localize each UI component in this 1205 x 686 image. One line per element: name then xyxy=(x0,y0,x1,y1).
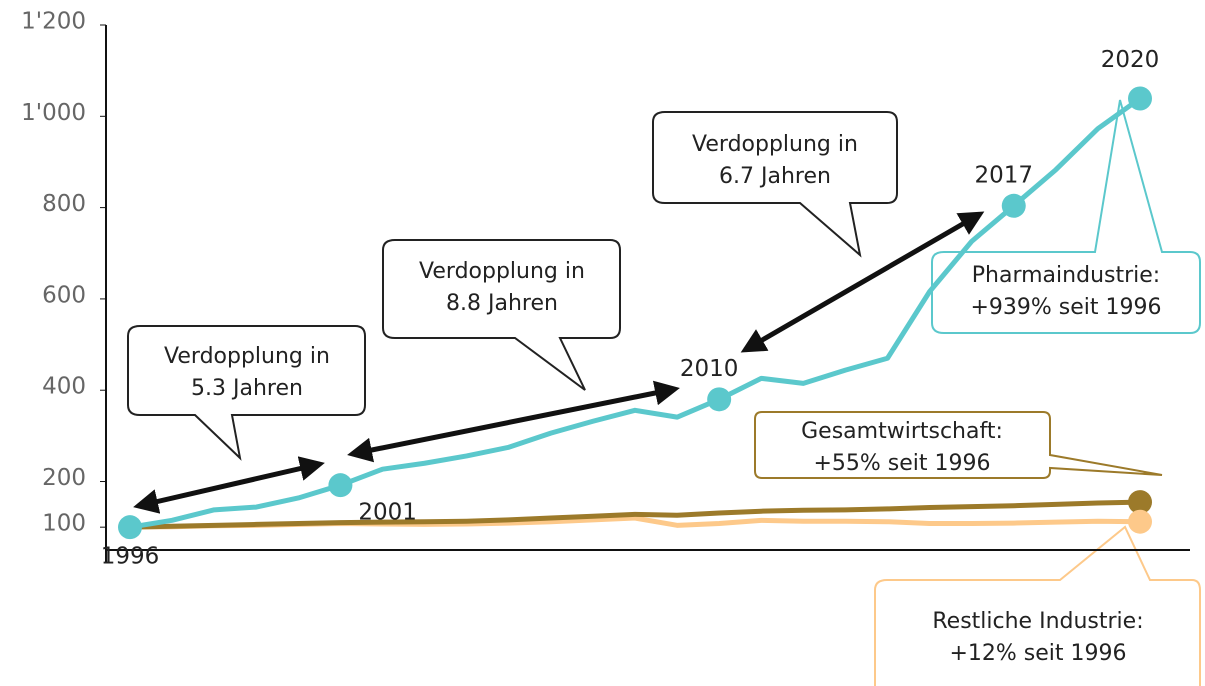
callout xyxy=(652,111,898,258)
y-tick-label: 600 xyxy=(42,282,86,308)
arrow xyxy=(133,456,325,514)
y-tick-label: 1'200 xyxy=(21,9,86,35)
series-note: +939% seit 1996 xyxy=(970,295,1161,320)
highlight-dot xyxy=(328,473,353,498)
callouts xyxy=(127,99,1201,686)
arrows xyxy=(133,211,985,514)
series-note: +55% seit 1996 xyxy=(813,451,990,476)
arrow xyxy=(347,380,680,463)
end-dot xyxy=(1128,490,1152,515)
series-label: Gesamtwirtschaft: xyxy=(801,419,1003,444)
callout xyxy=(382,239,621,391)
year-label: 2020 xyxy=(1101,47,1160,73)
arrow xyxy=(740,211,985,353)
end-dot xyxy=(1128,509,1152,534)
callout xyxy=(754,411,1163,479)
y-tick-label: 100 xyxy=(42,511,86,537)
y-tick-label: 1'000 xyxy=(21,100,86,126)
y-tick-label: 200 xyxy=(42,465,86,491)
series-line xyxy=(129,499,1141,530)
callout xyxy=(874,525,1201,686)
annotation: 6.7 Jahren xyxy=(719,164,831,189)
highlight-dot xyxy=(1128,86,1152,111)
annotation: 5.3 Jahren xyxy=(191,376,303,401)
series-label: Pharmaindustrie: xyxy=(972,263,1160,288)
highlight-dot xyxy=(707,387,732,412)
annotation: Verdopplung in xyxy=(164,344,330,369)
series-line xyxy=(129,96,1142,530)
callout xyxy=(931,99,1201,334)
annotation: Verdopplung in xyxy=(419,259,585,284)
y-tick-label: 800 xyxy=(42,191,86,217)
highlight-dot xyxy=(1001,193,1026,218)
y-tick-label: 400 xyxy=(42,374,86,400)
series-note: +12% seit 1996 xyxy=(949,641,1126,666)
series-label: Restliche Industrie: xyxy=(932,609,1143,634)
year-label: 2001 xyxy=(358,500,417,526)
annotation: Verdopplung in xyxy=(692,132,858,157)
year-label: 1996 xyxy=(101,544,160,570)
callout xyxy=(127,325,366,461)
annotation: 8.8 Jahren xyxy=(446,291,558,316)
year-label: 2017 xyxy=(974,162,1033,188)
year-label: 2010 xyxy=(680,356,739,382)
highlight-dot xyxy=(118,515,142,540)
